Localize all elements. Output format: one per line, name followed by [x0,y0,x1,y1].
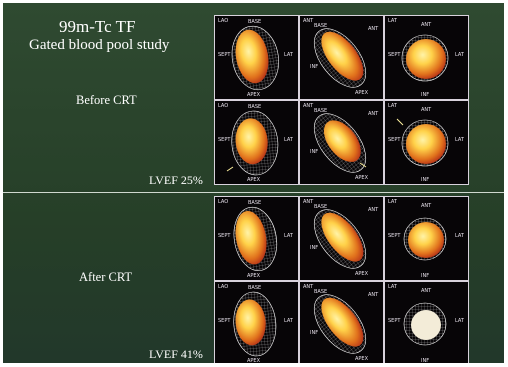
sept-label: SEPT [218,318,231,324]
inf-label: INF [310,64,318,70]
apex-label: APEX [247,273,261,279]
view-tag: LAO [218,103,228,109]
view-tag: LAT [388,18,398,24]
ant-label: ANT [421,22,432,28]
view-tag: ANT [303,18,314,24]
view-tag: ANT [303,284,314,290]
inf-label: INF [421,358,429,363]
lat-label: LAT [284,233,294,239]
gated-image-panel: LAO BASE SEPT LAT APEX [214,281,299,363]
apex-label: APEX [355,271,369,277]
slide: 99m-Tc TF Gated blood pool study Before … [3,3,504,363]
heart-rendering [401,34,449,82]
lat-label: LAT [284,137,294,143]
sept-label: SEPT [388,233,401,239]
apex-label: APEX [247,358,261,363]
lat-label: LAT [455,318,465,324]
sept-label: SEPT [218,52,231,58]
inf-label: INF [421,92,429,98]
view-tag: LAO [218,18,228,24]
gated-image-panel: LAO BASE SEPT LAT APEX [214,15,299,100]
gated-image-panel: LAT ANT SEPT LAT INF [384,15,469,100]
view-tag: ANT [303,199,314,205]
ant-label: ANT [421,107,432,113]
base-label: BASE [314,204,327,210]
base-label: BASE [314,289,327,295]
inf-label: INF [310,245,318,251]
sept-label: SEPT [388,52,401,58]
gated-image-panel: LAT ANT SEPT LAT INF [384,196,469,281]
heart-rendering [231,25,279,91]
gated-image-panel: LAT ANT SEPT LAT INF [384,100,469,185]
apex-label: APEX [247,177,261,183]
heart-rendering [313,28,367,88]
after-crt-label: After CRT [79,270,133,284]
apex-label: APEX [247,92,261,98]
before-crt-label: Before CRT [76,93,137,107]
lat-label: LAT [455,52,465,58]
heart-rendering [313,209,367,269]
gated-image-panel: ANT BASE ANT INF APEX [299,196,384,281]
heart-rendering [231,110,279,176]
inf-label: INF [310,330,318,336]
gated-image-panel: LAT ANT SEPT LAT INF [384,281,469,363]
base-label: BASE [248,200,261,206]
heart-rendering [403,217,447,261]
view-tag: LAT [388,199,398,205]
base-label: BASE [314,108,327,114]
ant-label: ANT [368,26,379,32]
heart-rendering [233,291,277,357]
sept-label: SEPT [388,318,401,324]
lat-label: LAT [455,233,465,239]
heart-rendering [403,302,447,346]
apex-label: APEX [355,90,369,96]
lvef-before: LVEF 25% [149,173,203,187]
sept-label: SEPT [218,137,231,143]
section-divider [3,192,504,193]
view-tag: LAT [388,284,398,290]
base-label: BASE [248,19,261,25]
ant-label: ANT [421,203,432,209]
base-label: BASE [314,23,327,29]
gated-image-panel: LAO BASE SEPT LAT APEX [214,196,299,281]
gated-image-panel: ANT BASE ANT INF APEX [299,281,384,363]
apex-label: APEX [355,175,369,181]
sept-label: SEPT [388,137,401,143]
apex-label: APEX [355,356,369,362]
ant-label: ANT [421,288,432,294]
heart-rendering [313,294,367,354]
inf-label: INF [421,177,429,183]
inf-label: INF [421,273,429,279]
view-tag: LAO [218,284,228,290]
inf-label: INF [310,149,318,155]
heart-rendering [313,113,367,173]
lvef-after: LVEF 41% [149,347,203,361]
sept-label: SEPT [218,233,231,239]
heart-rendering [233,206,278,271]
base-label: BASE [248,285,261,291]
lat-label: LAT [284,52,294,58]
ant-label: ANT [368,207,379,213]
gated-image-panel: ANT BASE ANT INF APEX [299,15,384,100]
lat-label: LAT [455,137,465,143]
gated-image-panel: ANT BASE ANT INF APEX [299,100,384,185]
view-tag: LAT [388,103,398,109]
gated-image-panel: LAO BASE SEPT LAT APEX [214,100,299,185]
base-label: BASE [248,104,261,110]
title-line-2: Gated blood pool study [29,37,170,53]
ant-label: ANT [368,292,379,298]
ant-label: ANT [368,111,379,117]
title-line-1: 99m-Tc TF [59,17,136,36]
view-tag: LAO [218,199,228,205]
heart-rendering [401,119,449,167]
lat-label: LAT [284,318,294,324]
view-tag: ANT [303,103,314,109]
